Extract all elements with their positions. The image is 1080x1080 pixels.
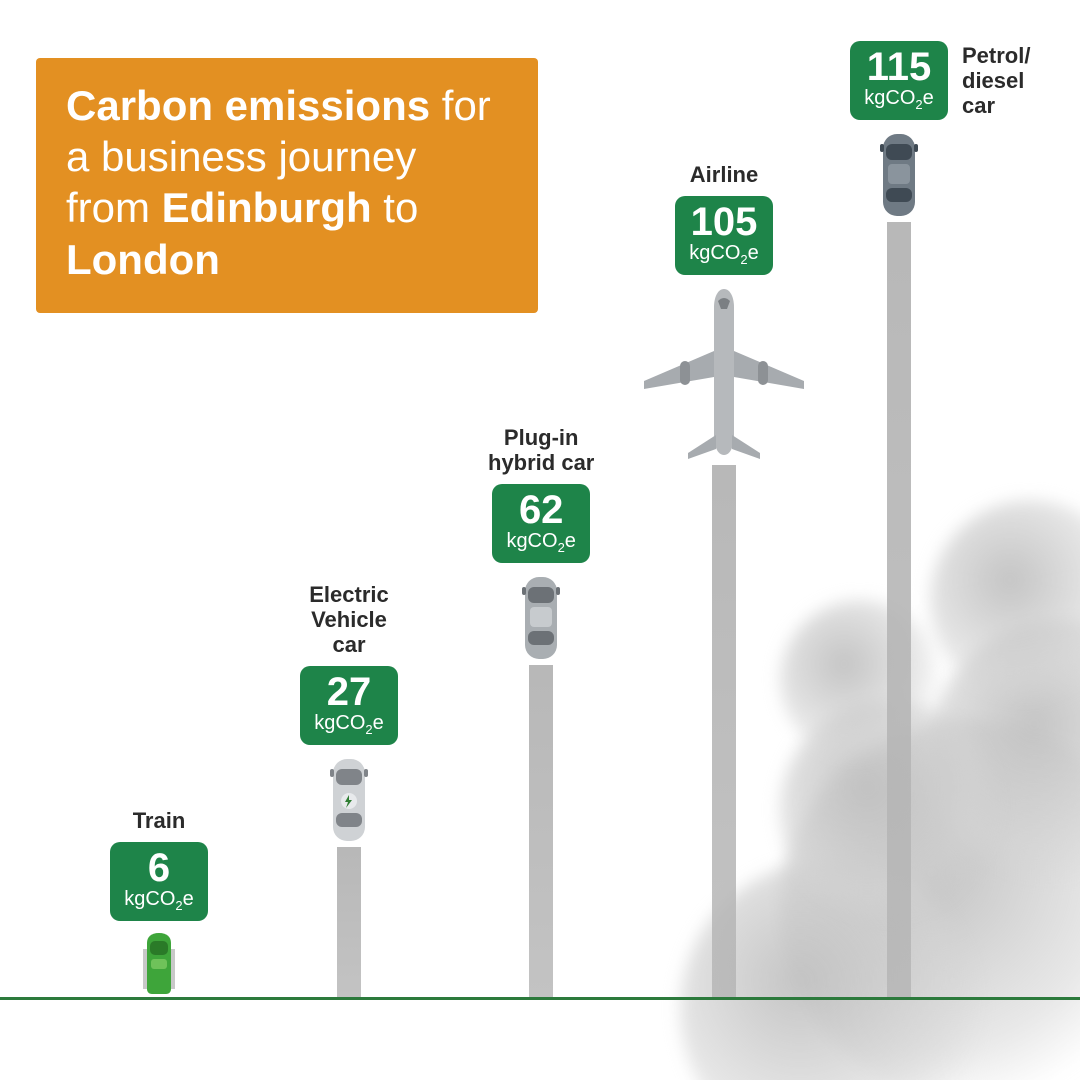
bar-hybrid: Plug-in hybrid car 62 kgCO2e [488, 425, 594, 997]
label-airline: Airline [690, 162, 758, 187]
value-hybrid: 62 [506, 490, 576, 530]
badge-hybrid: 62 kgCO2e [492, 484, 590, 563]
unit-train: kgCO2e [124, 888, 194, 913]
chart-baseline [0, 997, 1080, 1000]
bar-train: Train 6 kgCO2e [110, 808, 208, 997]
bar-ev: Electric Vehicle car 27 kgCO2e [300, 582, 398, 997]
hybrid-car-icon [516, 573, 566, 665]
train-icon [137, 931, 181, 995]
plane-icon [638, 285, 810, 465]
ev-car-icon [324, 755, 374, 847]
title-bold-3: London [66, 236, 220, 283]
unit-ev: kgCO2e [314, 712, 384, 737]
unit-petrol: kgCO2e [864, 87, 934, 112]
bar-airline: Airline 105 kgCO2e [638, 162, 810, 997]
track-ev [337, 847, 361, 997]
title-bold-2: Edinburgh [162, 184, 372, 231]
badge-petrol: 115 kgCO2e [850, 41, 948, 120]
bar-petrol: Petrol/ diesel car 115 kgCO2e [850, 41, 948, 997]
label-ev: Electric Vehicle car [309, 582, 389, 658]
value-airline: 105 [689, 202, 759, 242]
petrol-car-icon [874, 130, 924, 222]
label-hybrid: Plug-in hybrid car [488, 425, 594, 476]
title-text-2: to [372, 184, 419, 231]
infographic-canvas: Carbon emissions for a business journey … [0, 0, 1080, 1080]
track-hybrid [529, 665, 553, 997]
label-petrol: Petrol/ diesel car [962, 43, 1030, 119]
label-train: Train [133, 808, 186, 833]
badge-ev: 27 kgCO2e [300, 666, 398, 745]
value-ev: 27 [314, 672, 384, 712]
track-petrol [887, 222, 911, 997]
badge-train: 6 kgCO2e [110, 842, 208, 921]
title-box: Carbon emissions for a business journey … [36, 58, 538, 313]
track-airline [712, 465, 736, 997]
value-petrol: 115 [864, 47, 934, 87]
title-bold-1: Carbon emissions [66, 82, 430, 129]
badge-airline: 105 kgCO2e [675, 196, 773, 275]
unit-hybrid: kgCO2e [506, 530, 576, 555]
value-train: 6 [124, 848, 194, 888]
unit-airline: kgCO2e [689, 242, 759, 267]
